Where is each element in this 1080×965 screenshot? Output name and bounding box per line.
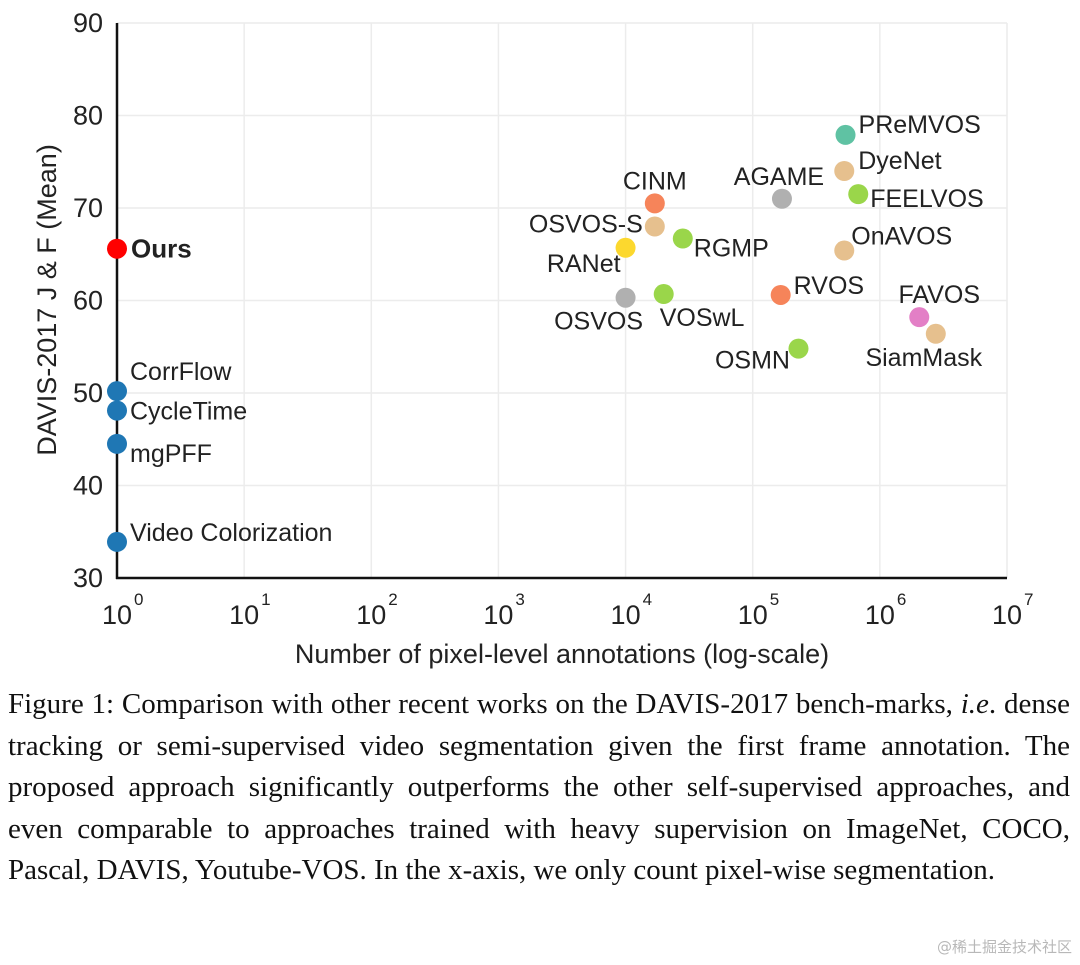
x-tick-base: 10 [356,600,386,630]
point-label: SiamMask [865,344,982,372]
watermark: @稀土掘金技术社区 [936,938,1072,956]
point-label: CorrFlow [130,358,232,386]
x-tick-exponent: 1 [261,590,270,609]
data-point [615,237,636,258]
data-point [644,193,665,214]
point-label: OSMN [715,347,790,375]
y-tick-labels: 30 40 50 60 70 80 90 [73,8,103,593]
caption-italic: i.e [960,688,989,720]
x-tick-base: 10 [738,600,768,630]
data-point [848,184,869,205]
data-point [770,284,791,305]
x-tick-exponent: 2 [388,590,397,609]
x-tick-exponent: 4 [643,590,652,609]
data-point [925,323,946,344]
x-tick-exponent: 7 [1024,590,1033,609]
point-label: Video Colorization [130,519,332,547]
data-point [107,531,127,552]
x-tick-label: 10 [483,600,513,630]
y-tick-label: 90 [73,8,103,38]
x-tick-base: 10 [992,600,1022,630]
y-axis-label: DAVIS-2017 J & F (Mean) [32,144,62,456]
data-point [107,238,127,259]
x-axis-label: Number of pixel-level annotations (log-s… [295,639,829,669]
point-labels: Ours CorrFlow CycleTime mgPFF Video Coloriza… [130,111,984,547]
y-tick-label: 30 [73,563,103,593]
caption-prefix: Figure 1: Comparison with other recent w… [8,688,961,720]
x-tick-exponent: 6 [897,590,906,609]
point-label: PReMVOS [859,111,981,139]
point-label: CINM [623,167,687,195]
axes [115,23,1007,580]
grid-lines [116,22,1008,579]
data-point [107,381,127,402]
x-tick-base: 10 [483,600,513,630]
data-point [615,287,636,308]
x-tick-label: 10 [865,600,895,630]
point-label: OnAVOS [851,223,952,251]
point-label: RANet [547,250,621,278]
y-tick-label: 70 [73,193,103,223]
point-label: DyeNet [858,147,941,175]
data-point [653,284,674,305]
x-tick-label: 10 [992,600,1022,630]
figure-caption: Figure 1: Comparison with other recent w… [8,684,1070,892]
data-point [834,240,855,261]
point-label: Ours [131,234,192,264]
data-point [107,433,127,454]
caption-suffix: . dense tracking or semi-supervised vide… [8,688,1071,886]
point-label: OSVOS-S [529,211,643,239]
point-label: RVOS [794,272,864,300]
x-tick-label: 10 [102,600,132,630]
x-tick-base: 10 [865,600,895,630]
y-tick-label: 40 [73,471,103,501]
x-tick-label: 10 [611,600,641,630]
x-tick-exponent: 0 [134,590,143,609]
point-label: AGAME [734,163,824,191]
y-tick-label: 60 [73,286,103,316]
point-label: FAVOS [899,281,981,309]
x-tick-exponent: 3 [515,590,524,609]
data-point [834,161,855,181]
x-tick-label: 10 [738,600,768,630]
x-tick-label: 10 [229,600,259,630]
data-point [909,307,930,328]
y-tick-label: 50 [73,378,103,408]
point-label: FEELVOS [870,185,983,213]
x-tick-label: 10 [356,600,386,630]
data-point [644,216,665,237]
x-tick-base: 10 [229,600,259,630]
data-point [107,400,127,421]
point-label: CycleTime [130,398,247,426]
point-label: RGMP [694,235,769,263]
x-tick-base: 10 [611,600,641,630]
data-point [835,124,856,145]
data-point [672,228,693,249]
data-point [771,188,792,209]
data-point [788,338,809,359]
x-tick-base: 10 [102,600,132,630]
point-label: VOSwL [660,304,745,332]
y-tick-label: 80 [73,101,103,131]
point-label: OSVOS [554,308,643,336]
x-tick-exponent: 5 [770,590,779,609]
point-label: mgPFF [130,440,212,468]
data-points [107,124,946,552]
